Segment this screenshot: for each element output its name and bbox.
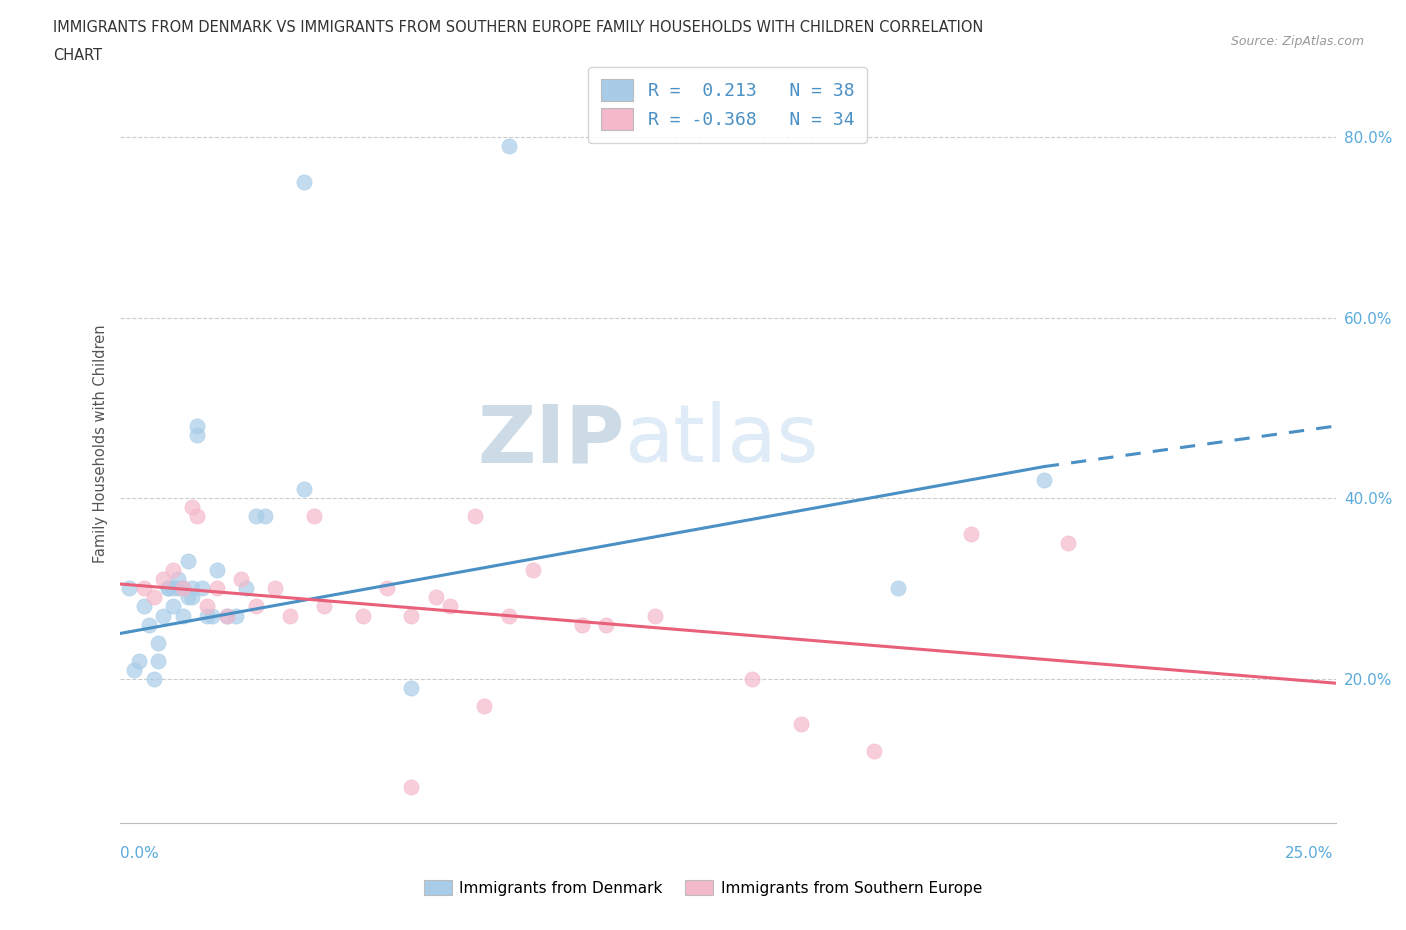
Point: [195, 608, 218, 623]
Text: IMMIGRANTS FROM DENMARK VS IMMIGRANTS FROM SOUTHERN EUROPE FAMILY HOUSEHOLDS WIT: IMMIGRANTS FROM DENMARK VS IMMIGRANTS FR…: [53, 20, 984, 35]
Point: [245, 599, 267, 614]
Point: [186, 418, 208, 433]
Point: [176, 554, 198, 569]
Legend: Immigrants from Denmark, Immigrants from Southern Europe: Immigrants from Denmark, Immigrants from…: [418, 873, 988, 902]
Point: [162, 581, 184, 596]
Point: [375, 581, 398, 596]
Point: [172, 581, 194, 596]
Point: [439, 599, 461, 614]
Point: [122, 662, 145, 677]
Point: [181, 581, 204, 596]
Point: [302, 509, 325, 524]
Point: [231, 572, 253, 587]
Point: [195, 599, 218, 614]
Point: [181, 590, 204, 604]
Point: [595, 618, 617, 632]
Point: [138, 618, 160, 632]
Point: [205, 581, 228, 596]
Y-axis label: Family Households with Children: Family Households with Children: [93, 325, 108, 564]
Point: [132, 599, 155, 614]
Point: [401, 608, 423, 623]
Point: [162, 599, 184, 614]
Point: [292, 175, 315, 190]
Point: [152, 572, 174, 587]
Point: [201, 608, 224, 623]
Point: [172, 581, 194, 596]
Point: [464, 509, 486, 524]
Point: [148, 653, 170, 668]
Point: [176, 590, 198, 604]
Point: [644, 608, 666, 623]
Point: [571, 618, 593, 632]
Point: [191, 581, 214, 596]
Legend: R =  0.213   N = 38, R = -0.368   N = 34: R = 0.213 N = 38, R = -0.368 N = 34: [588, 67, 868, 143]
Point: [186, 428, 208, 443]
Text: ZIP: ZIP: [477, 401, 624, 479]
Point: [142, 590, 165, 604]
Point: [292, 482, 315, 497]
Point: [215, 608, 238, 623]
Text: 0.0%: 0.0%: [120, 846, 159, 861]
Point: [118, 581, 141, 596]
Point: [425, 590, 447, 604]
Point: [172, 608, 194, 623]
Point: [264, 581, 287, 596]
Point: [235, 581, 257, 596]
Point: [1057, 536, 1080, 551]
Point: [205, 563, 228, 578]
Point: [157, 581, 180, 596]
Text: CHART: CHART: [53, 48, 103, 63]
Point: [472, 698, 496, 713]
Point: [498, 139, 520, 153]
Point: [862, 743, 884, 758]
Point: [142, 671, 165, 686]
Point: [167, 581, 190, 596]
Point: [1032, 472, 1054, 487]
Point: [352, 608, 374, 623]
Point: [148, 635, 170, 650]
Point: [741, 671, 763, 686]
Point: [254, 509, 277, 524]
Point: [401, 779, 423, 794]
Point: [959, 527, 981, 542]
Point: [128, 653, 150, 668]
Point: [498, 608, 520, 623]
Point: [186, 509, 208, 524]
Point: [789, 716, 811, 731]
Point: [181, 499, 204, 514]
Point: [225, 608, 247, 623]
Point: [162, 563, 184, 578]
Point: [522, 563, 544, 578]
Text: Source: ZipAtlas.com: Source: ZipAtlas.com: [1230, 35, 1364, 48]
Point: [152, 608, 174, 623]
Point: [245, 509, 267, 524]
Point: [887, 581, 910, 596]
Point: [132, 581, 155, 596]
Text: 25.0%: 25.0%: [1285, 846, 1333, 861]
Point: [312, 599, 335, 614]
Point: [401, 680, 423, 695]
Text: atlas: atlas: [624, 401, 818, 479]
Point: [167, 572, 190, 587]
Point: [215, 608, 238, 623]
Point: [157, 581, 180, 596]
Point: [278, 608, 301, 623]
